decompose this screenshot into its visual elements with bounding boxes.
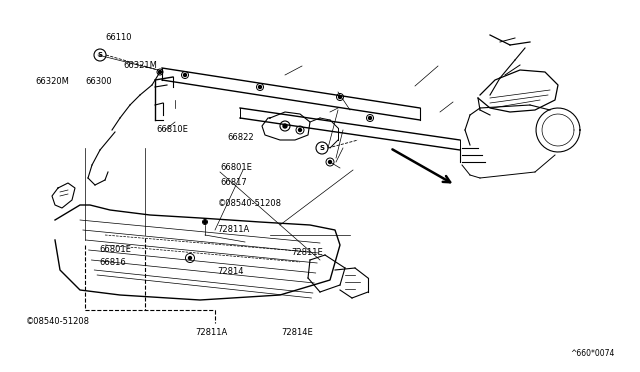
Text: 72811A: 72811A (195, 328, 227, 337)
Text: ^660*0074: ^660*0074 (571, 349, 615, 358)
Circle shape (189, 257, 191, 260)
Text: 72811A: 72811A (218, 225, 250, 234)
Circle shape (159, 71, 161, 74)
Circle shape (204, 221, 207, 224)
Circle shape (328, 160, 332, 164)
Circle shape (184, 74, 186, 77)
Circle shape (298, 128, 301, 131)
Text: 66817: 66817 (221, 178, 248, 187)
Text: 66801E: 66801E (99, 245, 131, 254)
Text: 72814: 72814 (218, 267, 244, 276)
Text: ©08540-51208: ©08540-51208 (26, 317, 90, 326)
Text: ©08540-51208: ©08540-51208 (218, 199, 282, 208)
Text: S: S (319, 145, 324, 151)
Text: 66300: 66300 (85, 77, 112, 86)
Text: 66110: 66110 (106, 33, 132, 42)
Text: 66816: 66816 (99, 258, 126, 267)
Circle shape (369, 116, 371, 119)
Text: 72814E: 72814E (282, 328, 314, 337)
Circle shape (339, 96, 342, 99)
Text: 66810E: 66810E (157, 125, 189, 134)
Circle shape (259, 86, 262, 89)
Text: 66822: 66822 (227, 133, 254, 142)
Text: S: S (97, 52, 102, 58)
Text: 72811E: 72811E (291, 248, 323, 257)
Text: 66320M: 66320M (35, 77, 69, 86)
Text: 66801E: 66801E (221, 163, 253, 172)
Circle shape (283, 124, 287, 128)
Text: 66321M: 66321M (123, 61, 157, 70)
